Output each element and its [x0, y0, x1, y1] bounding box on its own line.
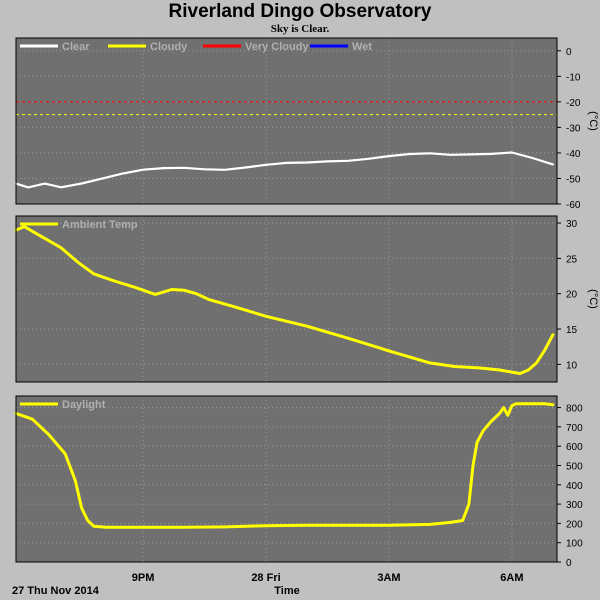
ambient-plot-area	[16, 216, 557, 382]
x-axis-label: Time	[274, 585, 299, 597]
ambient-y-tick-label: 15	[566, 325, 578, 336]
x-axis: 9PM 28 Fri 3AM 6AM 27 Thu Nov 2014 Time	[12, 572, 524, 597]
sky-y-tick-label: -20	[566, 98, 581, 109]
daylight-plot-border	[15, 395, 558, 563]
sky-legend-label: Cloudy	[150, 41, 188, 53]
ambient-legend-label: Ambient Temp	[62, 219, 138, 231]
daylight-y-tick-label: 800	[566, 404, 583, 415]
sky-plot-area	[16, 38, 557, 204]
daylight-series-line	[14, 402, 555, 529]
daylight-y-tick-label: 400	[566, 481, 583, 492]
x-tick-label: 28 Fri	[251, 572, 280, 584]
page-title: Riverland Dingo Observatory	[168, 1, 432, 22]
sky-y-tick-label: -50	[566, 174, 581, 185]
ambient-series-line	[14, 225, 555, 375]
ambient-panel: 30 25 20 15 10 (°C) Ambient Temp	[14, 215, 599, 383]
sky-legend-label: Wet	[352, 41, 372, 53]
sky-y-tick-label: -60	[566, 200, 581, 211]
sky-legend-label: Clear	[62, 41, 90, 53]
sky-panel: 0 -10 -20 -30 -40 -50 -60 (°C) Clear Cloudy Very C…	[14, 37, 599, 211]
daylight-y-tick-label: 300	[566, 500, 583, 511]
daylight-legend-label: Daylight	[62, 399, 106, 411]
sky-series-line	[14, 151, 555, 189]
ambient-y-tick-label: 30	[566, 219, 578, 230]
sky-plot-border	[15, 37, 558, 205]
x-tick-label: 6AM	[500, 572, 523, 584]
sky-y-tick-label: -40	[566, 149, 581, 160]
ambient-y-tick-label: 20	[566, 290, 578, 301]
x-tick-label: 3AM	[377, 572, 400, 584]
daylight-y-tick-label: 500	[566, 461, 583, 472]
sky-legend-label: Very Cloudy	[245, 41, 309, 53]
daylight-y-tick-label: 700	[566, 423, 583, 434]
sky-y-tick-label: -10	[566, 72, 581, 83]
daylight-y-tick-label: 200	[566, 519, 583, 530]
ambient-plot-border	[15, 215, 558, 383]
sky-y-tick-label: -30	[566, 123, 581, 134]
ambient-y-tick-label: 10	[566, 360, 578, 371]
sky-status-subtitle: Sky is Clear.	[270, 23, 330, 35]
ambient-y-axis-label: (°C)	[587, 289, 599, 309]
ambient-y-tick-label: 25	[566, 254, 578, 265]
daylight-y-tick-label: 600	[566, 442, 583, 453]
daylight-plot-area	[16, 396, 557, 562]
x-axis-date-label: 27 Thu Nov 2014	[12, 585, 100, 597]
sky-y-axis-label: (°C)	[587, 111, 599, 131]
daylight-panel: 800 700 600 500 400 300 200 100 0 Daylight	[14, 395, 583, 569]
daylight-y-tick-label: 100	[566, 539, 583, 550]
x-tick-label: 9PM	[132, 572, 155, 584]
daylight-y-tick-label: 0	[566, 558, 572, 569]
sky-y-tick-label: 0	[566, 47, 572, 58]
